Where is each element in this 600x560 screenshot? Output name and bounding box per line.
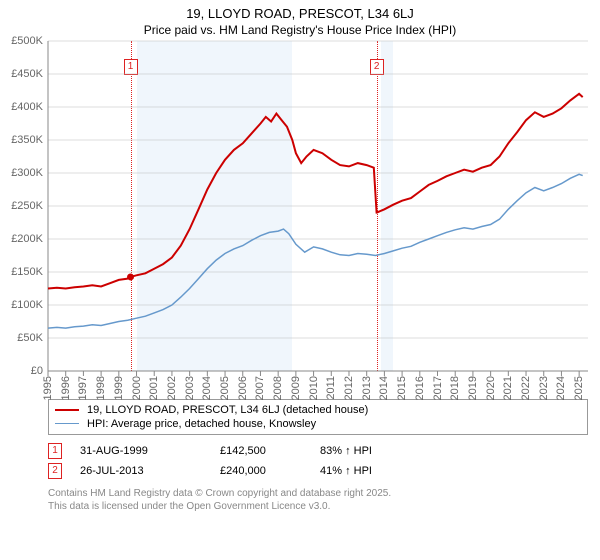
x-tick-label: 2025 [573,376,585,400]
chart-area: £0£50K£100K£150K£200K£250K£300K£350K£400… [48,41,588,371]
chart-container: 19, LLOYD ROAD, PRESCOT, L34 6LJ Price p… [0,0,600,560]
x-tick-label: 2023 [538,376,550,400]
chart-subtitle: Price paid vs. HM Land Registry's House … [0,23,600,41]
legend: 19, LLOYD ROAD, PRESCOT, L34 6LJ (detach… [48,399,588,435]
x-tick-label: 1995 [42,376,54,400]
x-tick-label: 2010 [308,376,320,400]
x-tick-label: 2020 [485,376,497,400]
x-tick-label: 2013 [361,376,373,400]
y-tick-label: £200K [11,233,43,245]
y-tick-label: £400K [11,101,43,113]
legend-swatch [55,423,79,424]
y-tick-label: £250K [11,200,43,212]
y-tick-label: £500K [11,35,43,47]
x-tick-label: 2009 [290,376,302,400]
x-tick-label: 2003 [184,376,196,400]
footer-line-1: Contains HM Land Registry data © Crown c… [48,487,588,500]
x-tick-label: 2000 [131,376,143,400]
legend-item: 19, LLOYD ROAD, PRESCOT, L34 6LJ (detach… [55,403,581,417]
y-tick-label: £450K [11,68,43,80]
x-tick-label: 2021 [502,376,514,400]
x-tick-label: 2012 [343,376,355,400]
legend-label: HPI: Average price, detached house, Know… [87,418,316,430]
y-tick-label: £150K [11,266,43,278]
x-tick-label: 2011 [325,376,337,400]
y-tick-label: £50K [17,332,43,344]
y-tick-label: £350K [11,134,43,146]
x-tick-label: 2024 [555,376,567,400]
x-tick-label: 2005 [219,376,231,400]
x-tick-label: 2018 [449,376,461,400]
line-chart [48,41,588,377]
transaction-marker: 2 [48,463,62,479]
transaction-marker: 1 [48,443,62,459]
transaction-price: £142,500 [220,445,320,457]
x-tick-label: 2007 [254,376,266,400]
legend-swatch [55,409,79,411]
x-tick-label: 1999 [113,376,125,400]
transaction-date: 26-JUL-2013 [80,465,220,477]
x-tick-label: 2015 [396,376,408,400]
x-tick-label: 2019 [467,376,479,400]
x-tick-label: 1996 [60,376,72,400]
legend-item: HPI: Average price, detached house, Know… [55,417,581,431]
transactions-table: 1 31-AUG-1999£142,50083% ↑ HPI 2 26-JUL-201… [48,441,588,481]
x-tick-label: 1998 [95,376,107,400]
x-tick-label: 2004 [201,376,213,400]
transaction-row: 2 26-JUL-2013£240,00041% ↑ HPI [48,461,588,481]
transaction-price: £240,000 [220,465,320,477]
x-tick-label: 2002 [166,376,178,400]
x-tick-label: 1997 [77,376,89,400]
transaction-date: 31-AUG-1999 [80,445,220,457]
x-tick-label: 2006 [237,376,249,400]
x-tick-label: 2016 [414,376,426,400]
footer-attribution: Contains HM Land Registry data © Crown c… [48,487,588,513]
x-tick-label: 2017 [432,376,444,400]
x-tick-label: 2001 [148,376,160,400]
transaction-row: 1 31-AUG-1999£142,50083% ↑ HPI [48,441,588,461]
footer-line-2: This data is licensed under the Open Gov… [48,500,588,513]
legend-label: 19, LLOYD ROAD, PRESCOT, L34 6LJ (detach… [87,404,368,416]
y-tick-label: £300K [11,167,43,179]
x-tick-label: 2022 [520,376,532,400]
chart-title: 19, LLOYD ROAD, PRESCOT, L34 6LJ [0,0,600,23]
x-tick-label: 2014 [378,376,390,400]
y-tick-label: £100K [11,299,43,311]
transaction-pct: 83% ↑ HPI [320,445,420,457]
x-tick-label: 2008 [272,376,284,400]
transaction-pct: 41% ↑ HPI [320,465,420,477]
